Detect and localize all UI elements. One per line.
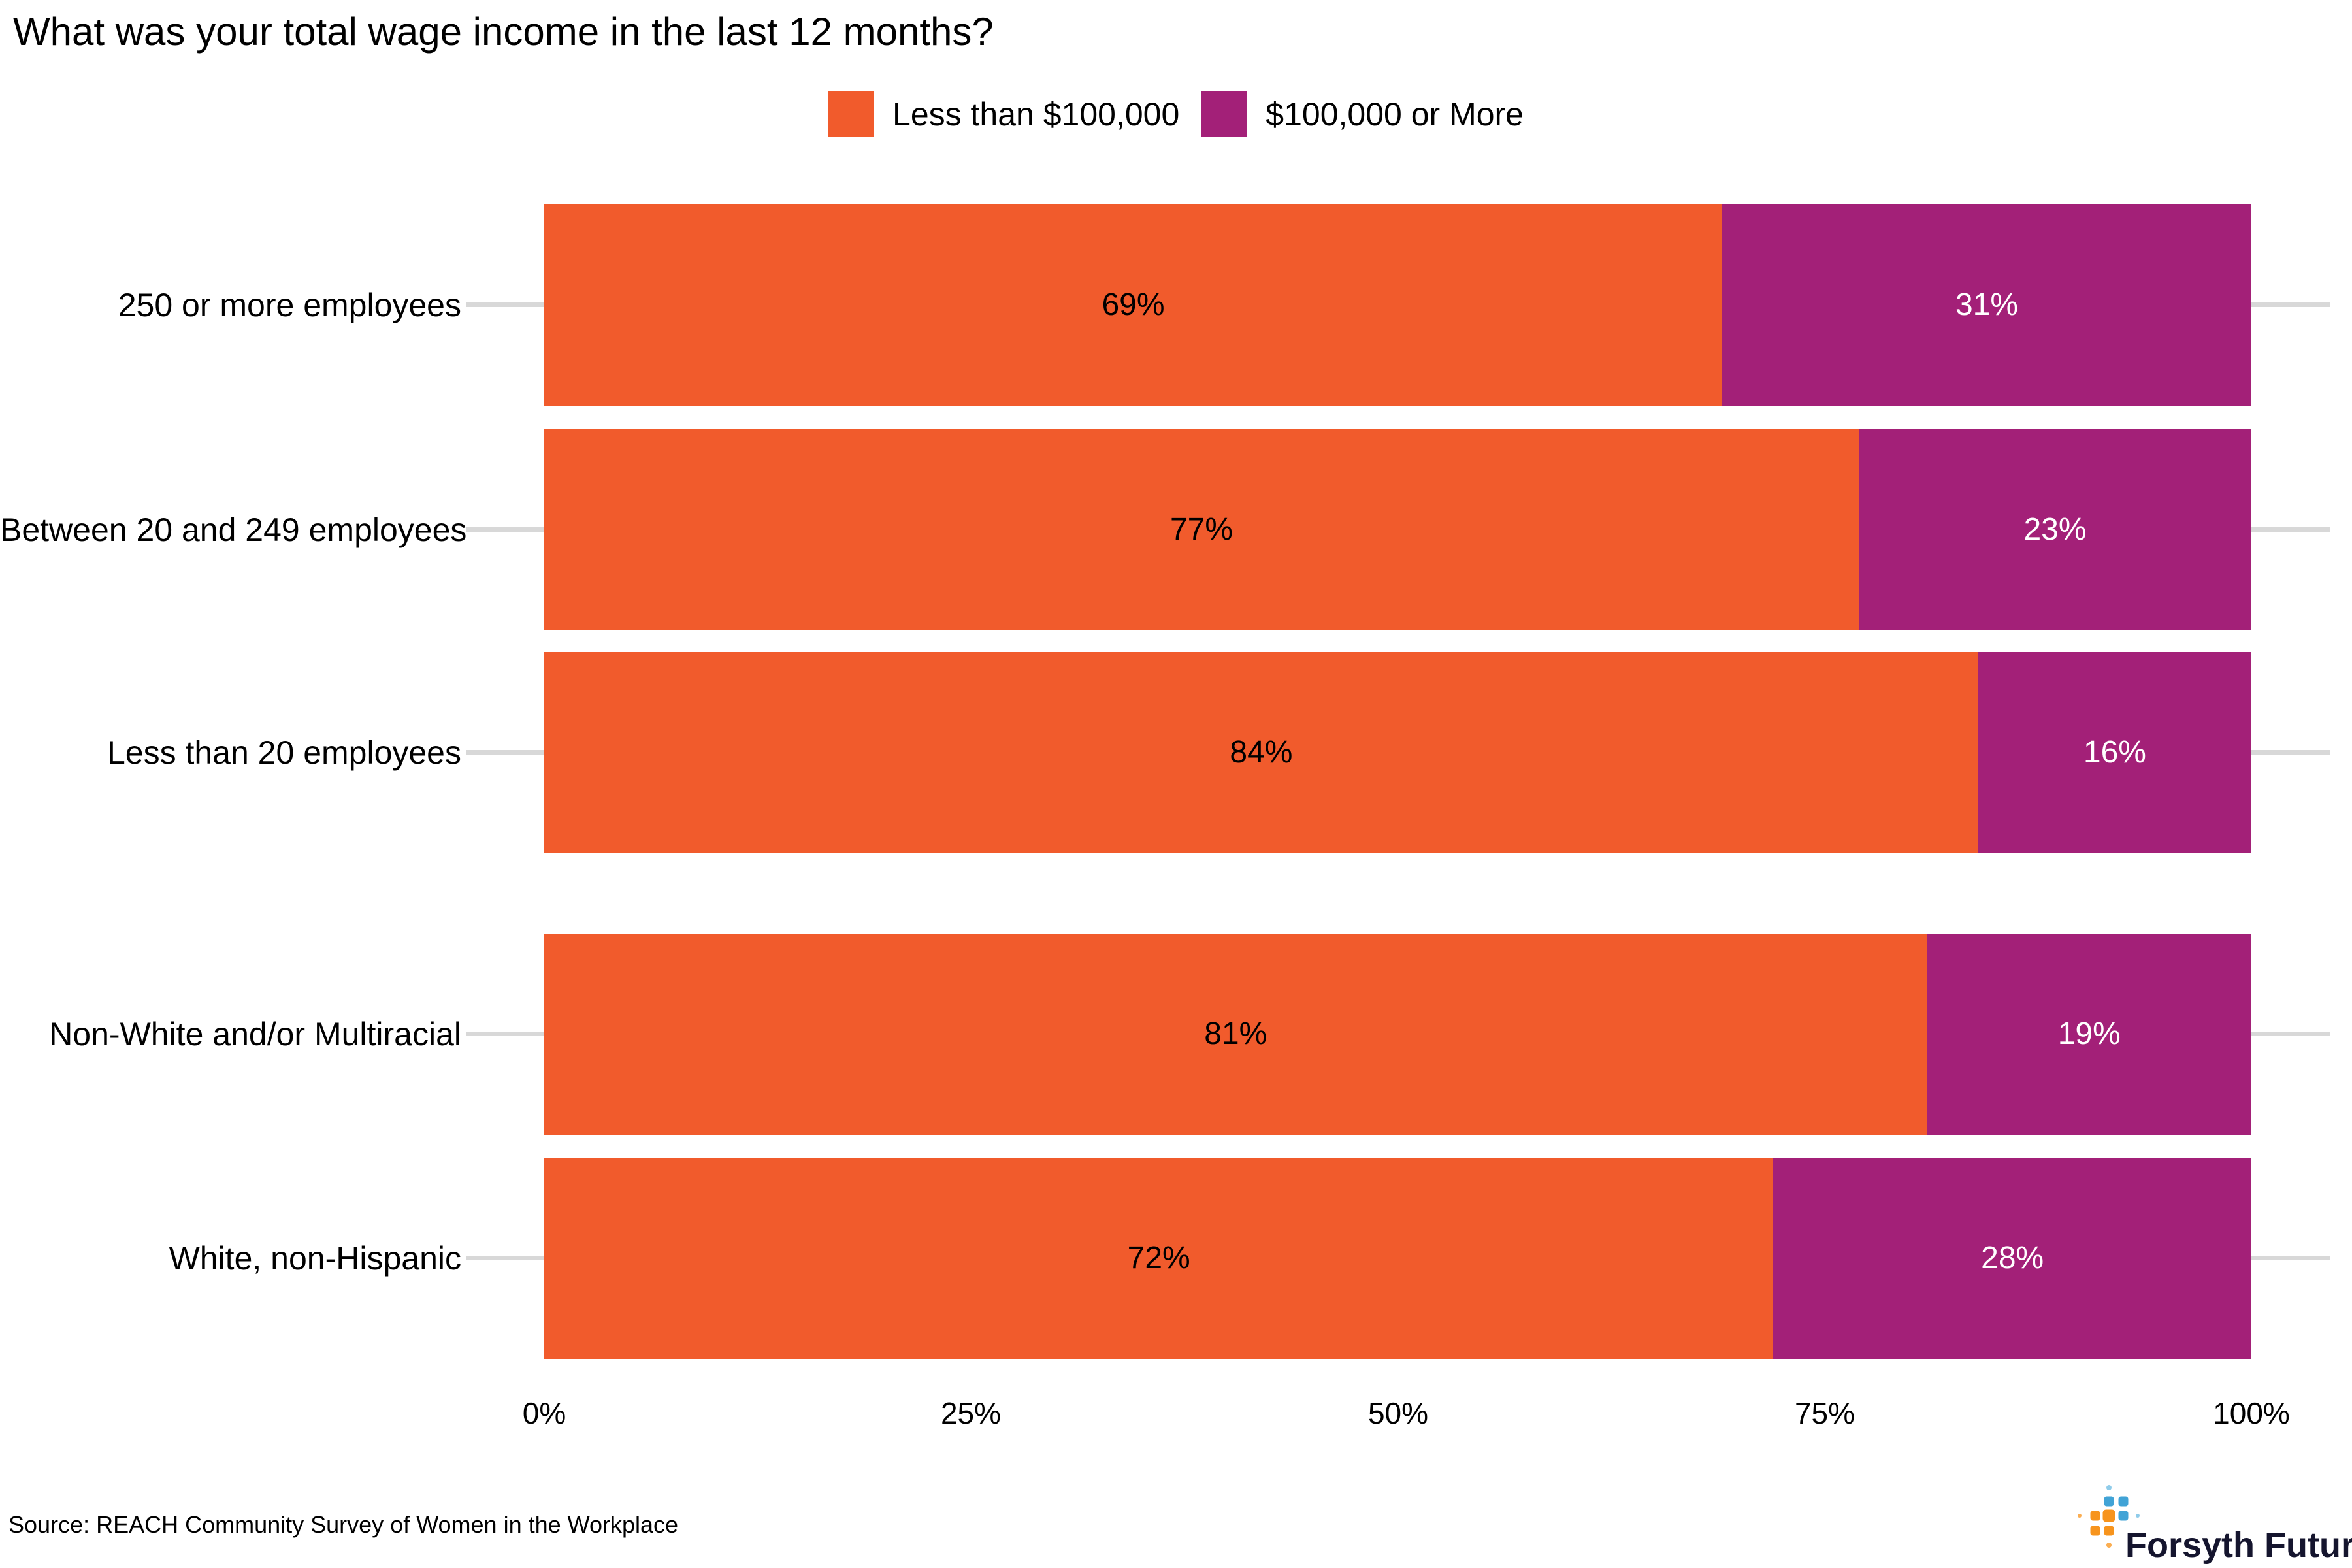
logo-dot-icon [2106,1485,2112,1490]
category-tick-left [466,750,544,755]
bar-segment-100k-or-more: 31% [1722,204,2251,406]
x-axis-tick-label: 75% [1794,1396,1855,1430]
category-label: White, non-Hispanic [169,1240,461,1277]
value-label: 19% [2057,1017,2121,1051]
stacked-bar: 84% 16% [544,652,2251,853]
category-label: 250 or more employees [118,287,461,323]
chart-title: What was your total wage income in the l… [13,10,994,54]
forsyth-futures-logo: Forsyth Futures [2071,1477,2352,1568]
bar-row: Non-White and/or Multiracial 81% 19% [0,934,2352,1135]
value-label: 31% [1955,287,2019,322]
bar-segment-100k-or-more: 28% [1773,1158,2251,1359]
logo-dot-icon [2106,1543,2112,1548]
value-label: 84% [1230,735,1293,770]
category-tick-right [2251,1032,2330,1036]
bar-row: 250 or more employees 69% 31% [0,204,2352,406]
stacked-bar: 77% 23% [544,429,2251,630]
bar-segment-100k-or-more: 19% [1927,934,2251,1135]
value-label: 77% [1169,512,1233,547]
stacked-bar: 81% 19% [544,934,2251,1135]
bar-row: Between 20 and 249 employees 77% 23% [0,429,2352,630]
x-axis-tick-label: 50% [1367,1396,1429,1430]
legend-swatch-100k-or-more [1201,91,1248,137]
logo-text: Forsyth Futures [2125,1526,2352,1565]
x-axis: 0% 25% 50% 75% 100% [0,1398,2352,1437]
value-label: 16% [2083,735,2146,770]
x-axis-tick-label: 25% [940,1396,1002,1430]
category-tick-left [466,302,544,307]
category-tick-right [2251,302,2330,307]
category-tick-left [466,1256,544,1260]
bar-row: Less than 20 employees 84% 16% [0,652,2352,853]
legend-label: $100,000 or More [1266,96,1524,133]
category-tick-right [2251,1256,2330,1260]
category-label: Less than 20 employees [106,734,461,771]
value-label: 69% [1102,287,1165,322]
logo-dot-icon [2118,1496,2129,1507]
logo-dot-icon [2090,1526,2100,1536]
bar-segment-less-than-100k: 72% [544,1158,1774,1359]
x-axis-tick-label: 100% [2213,1396,2290,1430]
value-label: 81% [1204,1017,1267,1051]
bar-segment-less-than-100k: 77% [544,429,1859,630]
bar-segment-100k-or-more: 16% [1978,652,2251,853]
logo-dot-icon [2090,1511,2100,1521]
logo-dot-icon [2102,1509,2115,1522]
category-label: Non-White and/or Multiracial [49,1016,461,1053]
category-tick-right [2251,527,2330,532]
legend-label: Less than $100,000 [892,96,1180,133]
bar-segment-100k-or-more: 23% [1859,429,2251,630]
legend-item-less-than-100k: Less than $100,000 [828,91,1179,137]
value-label: 23% [2023,512,2087,547]
category-label: Between 20 and 249 employees [0,512,467,548]
bar-segment-less-than-100k: 81% [544,934,1927,1135]
source-note: Source: REACH Community Survey of Women … [8,1511,679,1538]
x-axis-tick-label: 0% [522,1396,566,1430]
bar-segment-less-than-100k: 84% [544,652,1978,853]
value-label: 28% [1981,1241,2044,1275]
logo-dot-icon [2078,1514,2082,1518]
logo-dot-icon [2118,1511,2129,1521]
logo-dot-icon [2104,1526,2114,1536]
bar-segment-less-than-100k: 69% [544,204,1722,406]
logo-dot-icon [2136,1514,2140,1518]
legend-swatch-less-than-100k [828,91,875,137]
legend-item-100k-or-more: $100,000 or More [1201,91,1524,137]
legend: Less than $100,000 $100,000 or More [0,91,2352,137]
category-tick-right [2251,750,2330,755]
stacked-bar: 69% 31% [544,204,2251,406]
value-label: 72% [1127,1241,1190,1275]
category-tick-left [466,1032,544,1036]
category-tick-left [466,527,544,532]
bar-row: White, non-Hispanic 72% 28% [0,1158,2352,1359]
stacked-bar: 72% 28% [544,1158,2251,1359]
logo-dot-icon [2104,1496,2114,1507]
